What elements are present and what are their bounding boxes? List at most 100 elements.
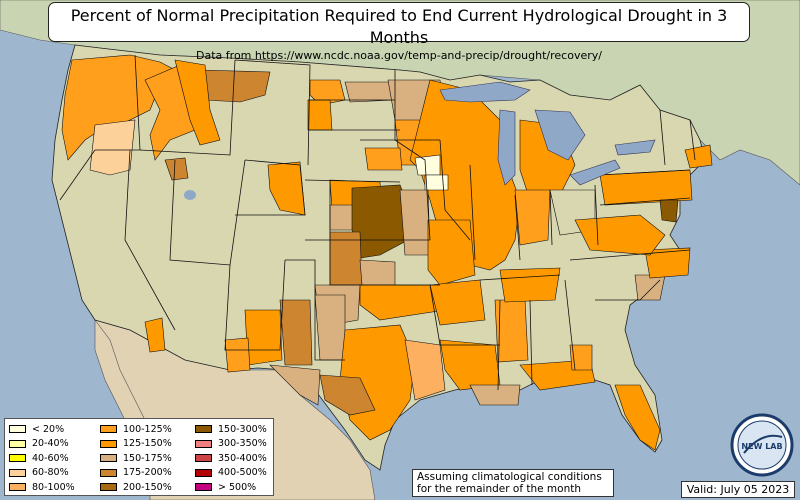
legend-swatch xyxy=(9,483,26,492)
lake-huron xyxy=(534,109,586,161)
legend-swatch xyxy=(9,439,26,448)
legend-column-2: 100-125% 125-150% 150-175% 175-200% 200-… xyxy=(100,422,172,495)
lake-michigan xyxy=(497,109,516,186)
legend-swatch xyxy=(195,425,212,434)
region-ne-tan xyxy=(329,204,356,231)
legend-swatch xyxy=(9,468,26,477)
region-nc-orange xyxy=(644,247,691,279)
legend-swatch xyxy=(100,425,117,434)
note-line-2: for the remainder of the month xyxy=(417,483,582,495)
legend-swatch xyxy=(195,439,212,448)
lake-superior xyxy=(439,81,531,103)
legend-swatch xyxy=(100,468,117,477)
region-ne-coast-orange xyxy=(684,144,713,169)
region-co-orange xyxy=(267,161,306,216)
legend-item: 100-125% xyxy=(100,422,172,437)
region-ar-orange xyxy=(429,279,486,326)
region-ks-tan xyxy=(359,259,396,286)
logo-swoosh xyxy=(743,434,783,454)
region-tn-orange xyxy=(499,267,561,303)
region-la-coast-tan xyxy=(469,384,521,406)
lake-ontario xyxy=(614,139,656,156)
legend-item: 400-500% xyxy=(195,466,267,481)
legend-label: 175-200% xyxy=(123,467,172,479)
region-wi-yellow xyxy=(414,154,441,176)
legend-label: 100-125% xyxy=(123,423,172,435)
lake-erie xyxy=(569,159,621,186)
legend-swatch xyxy=(100,454,117,463)
region-tx-panhandle-tan xyxy=(314,294,346,361)
region-mo-orange xyxy=(427,219,476,286)
region-mdde-brown xyxy=(659,199,679,223)
region-tx-light xyxy=(404,339,446,401)
region-nd-tan xyxy=(344,81,396,103)
legend-label: 40-60% xyxy=(32,452,69,464)
legend: < 20% 20-40% 40-60% 60-80% 80-100% 100-1… xyxy=(4,418,274,496)
legend-label: 350-400% xyxy=(218,452,267,464)
legend-label: 300-350% xyxy=(218,438,267,450)
legend-column-3: 150-300% 300-350% 350-400% 400-500% > 50… xyxy=(195,422,267,495)
legend-item: 150-175% xyxy=(100,451,172,466)
region-il-light xyxy=(424,174,449,191)
legend-item: < 20% xyxy=(9,422,75,437)
title-box: Percent of Normal Precipitation Required… xyxy=(48,2,750,62)
region-al-light xyxy=(569,344,593,371)
legend-label: 80-100% xyxy=(32,481,75,493)
legend-swatch xyxy=(9,425,26,434)
region-va-orange xyxy=(574,214,666,256)
logo-inner-disc xyxy=(737,420,787,470)
nws-lab-logo: NEW LAB xyxy=(730,413,794,477)
legend-swatch xyxy=(195,468,212,477)
region-fl-orange xyxy=(614,384,661,451)
legend-swatch xyxy=(100,439,117,448)
region-oregon-light xyxy=(89,119,136,176)
legend-item: 60-80% xyxy=(9,466,75,481)
region-tx-brown xyxy=(319,374,376,416)
region-sd-orange xyxy=(307,99,333,131)
legend-swatch xyxy=(195,454,212,463)
region-idaho-brown xyxy=(164,157,189,181)
region-nm-brown xyxy=(279,299,313,366)
legend-item: 40-60% xyxy=(9,451,75,466)
legend-label: 150-300% xyxy=(218,423,267,435)
legend-label: 150-175% xyxy=(123,452,172,464)
legend-item: 175-200% xyxy=(100,466,172,481)
legend-item: 150-300% xyxy=(195,422,267,437)
legend-label: 400-500% xyxy=(218,467,267,479)
region-iowa-orange xyxy=(364,147,403,171)
region-nm-orange xyxy=(244,309,283,366)
great-lakes xyxy=(439,81,656,186)
legend-item: 80-100% xyxy=(9,480,75,495)
great-salt-lake xyxy=(184,190,196,200)
legend-item: > 500% xyxy=(195,480,267,495)
legend-item: 125-150% xyxy=(100,437,172,452)
legend-label: > 500% xyxy=(218,481,257,493)
legend-label: < 20% xyxy=(32,423,65,435)
region-tx-west-tan xyxy=(269,364,321,406)
state-boundaries xyxy=(59,54,696,391)
legend-swatch xyxy=(100,483,117,492)
legend-label: 20-40% xyxy=(32,438,69,450)
region-az-orange xyxy=(224,337,251,373)
legend-label: 200-150% xyxy=(123,481,172,493)
legend-item: 300-350% xyxy=(195,437,267,452)
region-az-small xyxy=(144,317,166,353)
map-subtitle: Data from https://www.ncdc.noaa.gov/temp… xyxy=(196,49,602,62)
climatology-note: Assuming climatological conditions for t… xyxy=(412,469,614,497)
legend-item: 20-40% xyxy=(9,437,75,452)
map-title: Percent of Normal Precipitation Required… xyxy=(70,6,728,47)
logo-text: NEW LAB xyxy=(741,442,782,451)
note-line-1: Assuming climatological conditions xyxy=(417,471,602,483)
legend-item: 200-150% xyxy=(100,480,172,495)
region-mo-tan xyxy=(399,189,431,256)
valid-date: Valid: July 05 2023 xyxy=(681,481,795,498)
region-montana-orange xyxy=(174,59,221,146)
legend-label: 60-80% xyxy=(32,467,69,479)
legend-swatch xyxy=(195,483,212,492)
region-nd-orange xyxy=(309,79,346,106)
region-indiana-orange xyxy=(514,189,551,246)
legend-label: 125-150% xyxy=(123,438,172,450)
region-sc-tan xyxy=(634,274,666,301)
legend-swatch xyxy=(9,454,26,463)
